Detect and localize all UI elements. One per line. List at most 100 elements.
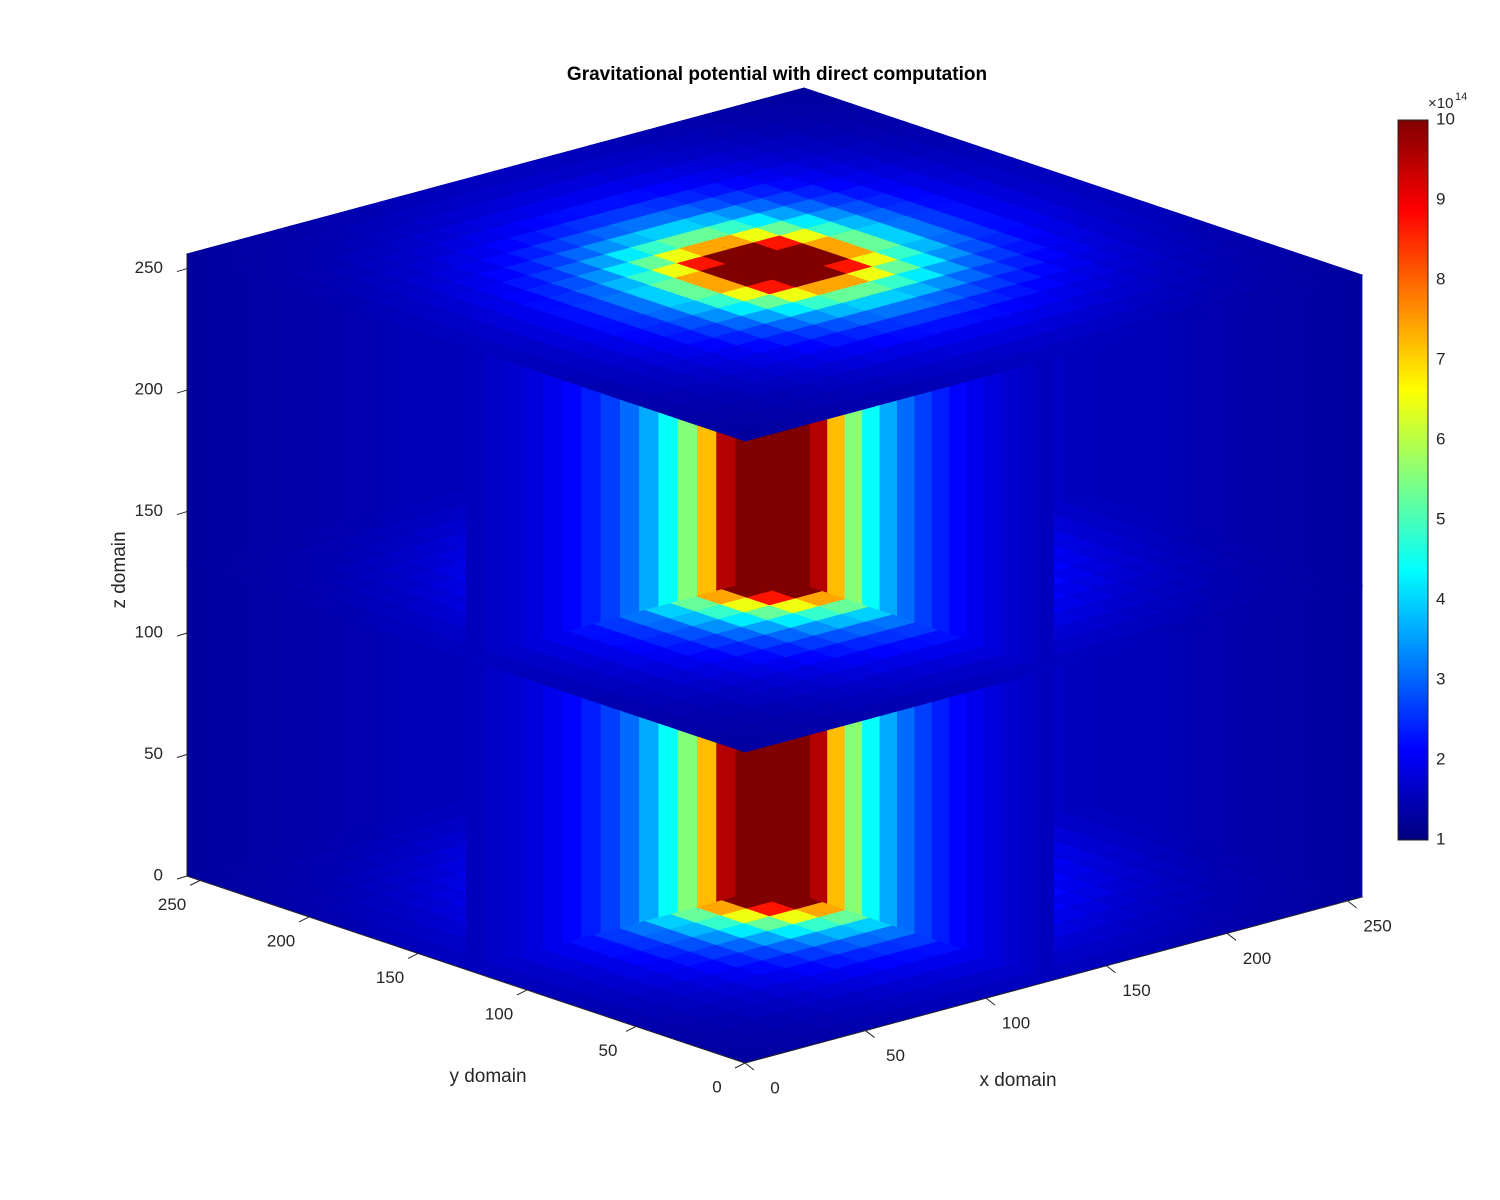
- slice-cell: [747, 575, 800, 591]
- x-tick-label: 250: [1363, 916, 1391, 935]
- z-tick-label: 50: [144, 744, 163, 763]
- z-tick-label: 200: [135, 380, 163, 399]
- slice-cell: [523, 326, 544, 644]
- colorbar-tick-label: 3: [1436, 669, 1445, 688]
- slice-cell: [225, 237, 246, 556]
- slice-cell: [186, 559, 207, 877]
- slice-cell: [1035, 351, 1054, 670]
- y-axis-line: [186, 875, 746, 1064]
- slice-cell: [983, 645, 1002, 964]
- z-tick-label: 250: [135, 258, 163, 277]
- colorbar-tick-label: 6: [1436, 429, 1445, 448]
- slice-cell: [205, 554, 226, 872]
- y-tick-label: 50: [599, 1041, 618, 1060]
- slice-cell: [484, 647, 505, 965]
- x-tick-label: 0: [770, 1078, 779, 1097]
- y-tick: [407, 952, 419, 959]
- colorbar-tick-label: 4: [1436, 589, 1445, 608]
- slice-cell: [484, 336, 505, 654]
- x-tick-label: 100: [1002, 1014, 1030, 1033]
- slice-cell: [1055, 181, 1108, 197]
- x-axis-line: [744, 896, 1363, 1064]
- slice-cell: [1000, 339, 1020, 658]
- colorbar-tick-label: 9: [1436, 189, 1445, 208]
- slice-piece: [773, 181, 1364, 359]
- slice-cell: [1309, 567, 1328, 886]
- z-tick: [176, 268, 188, 273]
- y-tick: [516, 989, 528, 996]
- slice-cell: [1326, 573, 1345, 892]
- slice-cell: [1291, 562, 1311, 881]
- slice-cell: [465, 341, 486, 660]
- slice-cell: [244, 543, 265, 861]
- y-tick-label: 200: [267, 931, 295, 950]
- z-tick: [176, 511, 188, 516]
- slice-piece: [465, 263, 775, 660]
- x-tick-label: 200: [1243, 949, 1271, 968]
- x-tick: [865, 1030, 875, 1038]
- chart-title: Gravitational potential with direct comp…: [567, 64, 987, 85]
- slice-cell: [1035, 662, 1054, 981]
- colorbar-tick-label: 7: [1436, 349, 1445, 368]
- slice-piece: [464, 264, 1055, 442]
- slice-cell: [1055, 492, 1108, 508]
- slice-cell: [1018, 345, 1037, 664]
- x-tick: [744, 1062, 755, 1071]
- x-tick: [985, 997, 996, 1006]
- slice-cell: [1344, 579, 1363, 898]
- z-tick-label: 100: [135, 623, 163, 642]
- slice-piece: [464, 886, 1055, 1064]
- x-tick: [1226, 932, 1237, 941]
- slice-cell: [1055, 803, 1108, 819]
- colorbar: [1397, 119, 1429, 841]
- y-tick-label: 0: [712, 1077, 721, 1096]
- slice-cell: [747, 264, 800, 280]
- slice-cell: [983, 334, 1002, 653]
- slice-cell: [747, 886, 800, 902]
- y-tick: [625, 1026, 637, 1032]
- slice-cell: [225, 548, 246, 867]
- slice-cell: [1018, 656, 1037, 975]
- z-tick: [176, 875, 188, 880]
- slice-cell: [1326, 262, 1345, 581]
- slice-cell: [244, 232, 265, 550]
- colorbar-tick-label: 8: [1436, 269, 1445, 288]
- z-tick: [176, 632, 188, 637]
- slice-cell: [468, 170, 521, 187]
- slice-cell: [504, 642, 525, 960]
- x-tick-label: 150: [1122, 981, 1150, 1000]
- colorbar-exponent: 14: [1455, 91, 1467, 103]
- slices: [185, 87, 1364, 1064]
- colorbar-tick-label: 1: [1436, 829, 1445, 848]
- y-tick: [734, 1062, 746, 1069]
- y-axis-label: y domain: [449, 1066, 526, 1087]
- colorbar-tick-label: 5: [1436, 509, 1445, 528]
- axes: 0 50 100 150 200 250 0 50 100 150 200 250 0 50 100 150 2…: [135, 109, 1455, 1097]
- y-tick-label: 100: [485, 1004, 513, 1023]
- x-tick: [1347, 900, 1357, 909]
- slice-cell: [465, 652, 486, 971]
- slice-cell: [1291, 251, 1311, 570]
- y-tick-label: 150: [376, 968, 404, 987]
- slice-cell: [1000, 650, 1020, 969]
- z-axis-label: z domain: [109, 531, 130, 608]
- slice-cell: [205, 243, 226, 561]
- z-tick-label: 0: [154, 865, 163, 884]
- slice-cell: [523, 637, 544, 955]
- slice-cell: [1309, 256, 1328, 575]
- slice-cell: [1344, 268, 1363, 587]
- y-tick: [189, 879, 201, 886]
- slice-piece: [464, 575, 1055, 753]
- slice-cell: [186, 248, 207, 566]
- x-axis-label: x domain: [979, 1070, 1056, 1091]
- slice-piece: [494, 87, 1085, 265]
- y-tick: [298, 916, 310, 923]
- colorbar-exponent-base: ×10: [1428, 95, 1453, 112]
- x-tick-label: 50: [886, 1046, 905, 1065]
- y-tick-label: 250: [158, 895, 186, 914]
- colorbar-tick-label: 2: [1436, 749, 1445, 768]
- slice-cell: [776, 87, 829, 104]
- slice-cell: [504, 331, 525, 649]
- z-tick: [176, 754, 188, 758]
